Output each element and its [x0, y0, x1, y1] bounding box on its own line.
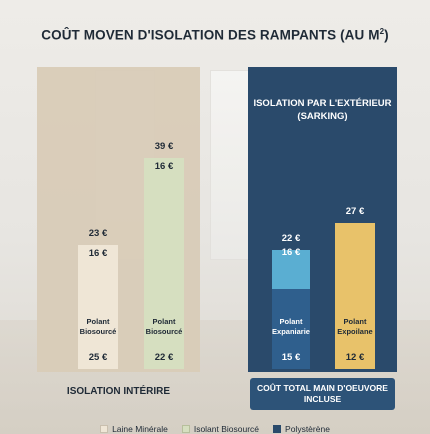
bar-mid-label: 16 € — [154, 161, 174, 173]
bar — [144, 158, 184, 369]
interior-caption: ISOLATION INTÉRIRE — [66, 386, 171, 397]
bar-bottom-label: 15 € — [281, 352, 301, 363]
legend-item-laine: Laine Minérale — [100, 424, 168, 434]
bar-material-label: Polant Biosourcé — [79, 317, 117, 336]
legend-swatch — [181, 425, 190, 433]
exterior-caption: COÛT TOTAL MAIN D'OEUVORE INCLUSE — [250, 378, 395, 410]
chart-title: COÛT MOVEN D'ISOLATION DES RAMPANTS (AU … — [41, 27, 389, 43]
legend-item-polystyrene: Polystèrène — [273, 424, 330, 434]
bar-bottom-label: 25 € — [88, 352, 108, 363]
bar-bottom-label: 22 € — [154, 352, 174, 363]
legend-item-biosource: Isolant Biosourcé — [181, 424, 260, 434]
bar-top-label: 27 € — [345, 206, 365, 218]
bar-material-label: Polant Expoilane — [337, 317, 373, 336]
legend: Laine Minérale Isolant Biosourcé Polystè… — [0, 424, 430, 434]
bar-mid-label: 16 € — [281, 247, 301, 259]
legend-swatch — [273, 425, 282, 433]
bar-lower-segment — [272, 289, 310, 369]
bar-material-label: Polant Expaniarie — [272, 317, 310, 336]
bar-top-label: 22 € — [281, 233, 301, 245]
exterior-title: ISOLATION PAR L'EXTÉRIEUR (SARKING) — [253, 98, 392, 122]
bar-top-label: 23 € — [88, 227, 108, 239]
bar-material-label: Polant Biosourcé — [145, 317, 183, 336]
legend-swatch — [100, 425, 109, 433]
bar-bottom-label: 12 € — [345, 352, 365, 363]
bar-lower-segment — [335, 289, 375, 369]
bar-top-label: 39 € — [154, 141, 174, 153]
legend-label: Laine Minérale — [112, 424, 168, 434]
legend-label: Isolant Biosourcé — [193, 424, 260, 434]
legend-label: Polystèrène — [285, 424, 330, 434]
bar-mid-label: 16 € — [88, 247, 108, 259]
bar — [78, 244, 118, 369]
